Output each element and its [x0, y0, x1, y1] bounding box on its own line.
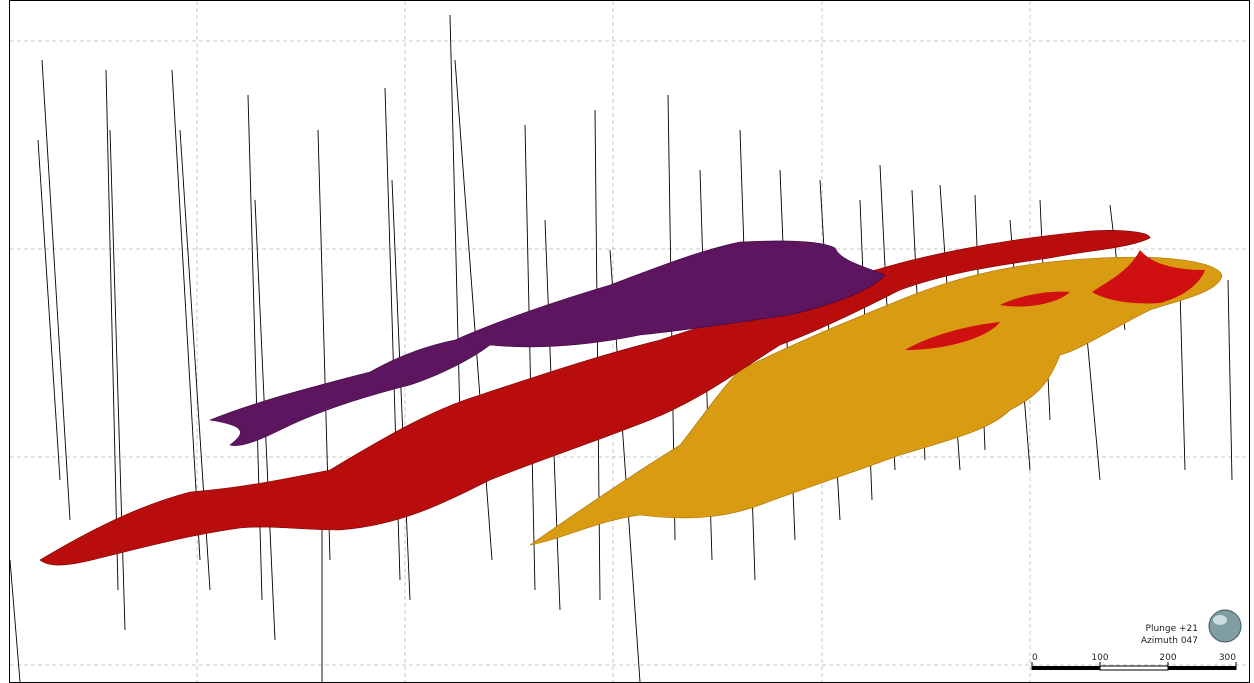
orientation-globe — [1208, 609, 1242, 643]
scale-label: 0 — [1032, 653, 1038, 663]
globe-highlight — [1213, 615, 1227, 625]
drillhole — [9, 559, 21, 683]
orebody-red-lens — [905, 322, 1000, 350]
scale-label: 300 — [1219, 653, 1236, 663]
scale-segment — [1099, 665, 1169, 671]
drillhole — [1227, 279, 1233, 481]
view-info: Plunge +21 Azimuth 047 — [1141, 609, 1242, 646]
scale-label: 100 — [1091, 653, 1108, 663]
drillhole — [105, 69, 119, 591]
drillhole — [37, 139, 61, 481]
drillhole — [171, 69, 201, 561]
orebody-red-lens — [1000, 291, 1070, 307]
scale-bar: 0 100 200 300 — [1031, 653, 1237, 671]
drillhole — [524, 124, 536, 591]
scale-label: 200 — [1159, 653, 1176, 663]
orebody-purple — [208, 240, 886, 446]
scale-segment — [1032, 666, 1100, 670]
azimuth-label: Azimuth 047 — [1141, 636, 1198, 646]
grid — [10, 1, 1249, 682]
orebody-red — [39, 230, 1151, 566]
plunge-label: Plunge +21 — [1146, 624, 1198, 634]
drillhole — [391, 179, 411, 601]
scale-segment — [1168, 666, 1236, 670]
orebody-red-lens — [1092, 250, 1205, 304]
drillhole — [41, 59, 71, 521]
drillhole — [1179, 289, 1186, 471]
